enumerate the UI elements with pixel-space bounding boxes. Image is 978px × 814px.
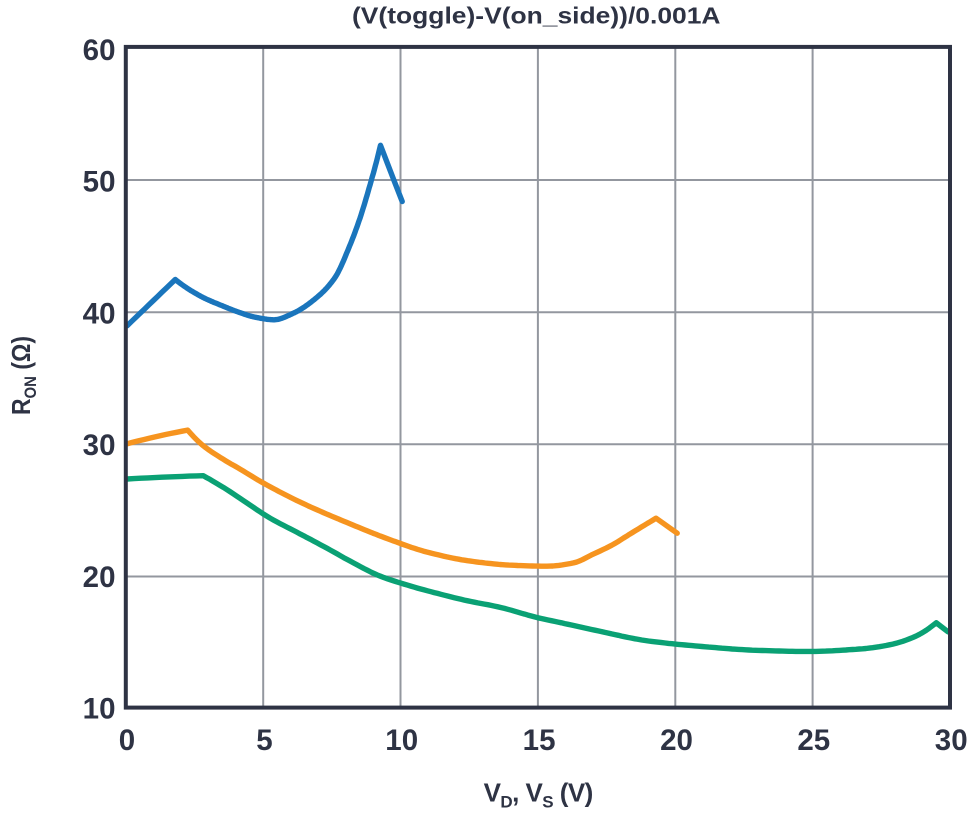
svg-text:50: 50 (83, 165, 116, 198)
svg-text:VD, VS (V): VD, VS (V) (484, 778, 593, 812)
svg-text:10: 10 (83, 692, 116, 725)
svg-text:30: 30 (83, 429, 116, 462)
svg-text:30: 30 (935, 724, 968, 757)
svg-text:20: 20 (660, 724, 693, 757)
svg-text:15: 15 (523, 724, 556, 757)
svg-text:20: 20 (83, 561, 116, 594)
svg-text:0: 0 (119, 724, 135, 757)
svg-text:RON (Ω): RON (Ω) (6, 336, 40, 415)
svg-text:5: 5 (256, 724, 272, 757)
svg-text:40: 40 (83, 297, 116, 330)
svg-text:(V(toggle)-V(on_side))/0.001A: (V(toggle)-V(on_side))/0.001A (352, 2, 721, 28)
svg-text:10: 10 (385, 724, 418, 757)
svg-text:25: 25 (797, 724, 830, 757)
svg-text:60: 60 (83, 34, 116, 67)
